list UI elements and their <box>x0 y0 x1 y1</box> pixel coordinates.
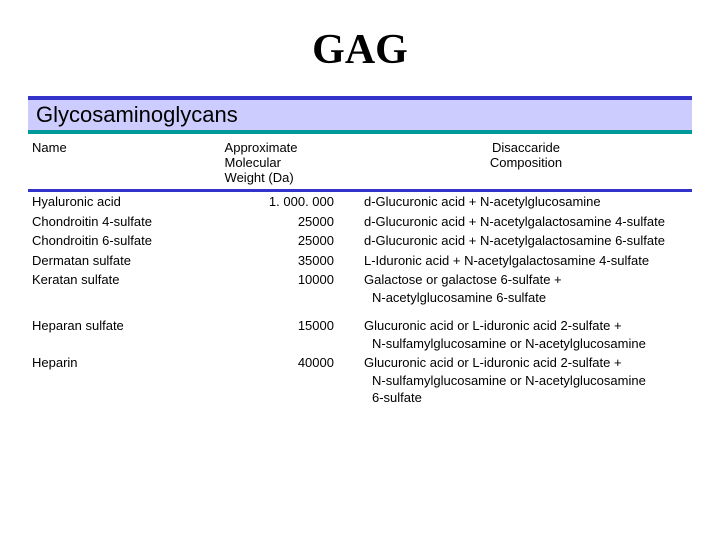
slide-subtitle: Glycosaminoglycans <box>36 102 684 128</box>
table-row: Chondroitin 6-sulfate25000d-Glucuronic a… <box>28 231 692 251</box>
table-row: Chondroitin 4-sulfate25000d-Glucuronic a… <box>28 212 692 232</box>
cell-composition: Galactose or galactose 6-sulfate + N-ace… <box>360 270 692 307</box>
col-header-name-text: Name <box>32 140 67 155</box>
table-row: Heparan sulfate15000Glucuronic acid or L… <box>28 307 692 353</box>
cell-name: Keratan sulfate <box>28 270 221 307</box>
col-header-weight: Approximate Molecular Weight (Da) <box>221 134 360 191</box>
table-body: Hyaluronic acid1. 000. 000d-Glucuronic a… <box>28 191 692 409</box>
cell-composition-line: N-sulfamylglucosamine or N-acetylglucosa… <box>364 335 688 353</box>
cell-composition: d-Glucuronic acid + N-acetylgalactosamin… <box>360 231 692 251</box>
col-header-composition: Disaccaride Composition <box>360 134 692 191</box>
cell-composition: Glucuronic acid or L-iduronic acid 2-sul… <box>360 353 692 408</box>
cell-name: Heparin <box>28 353 221 408</box>
cell-name: Dermatan sulfate <box>28 251 221 271</box>
cell-composition-line: 6-sulfate <box>364 389 688 407</box>
cell-weight: 10000 <box>221 270 360 307</box>
cell-weight: 25000 <box>221 231 360 251</box>
cell-composition: Glucuronic acid or L-iduronic acid 2-sul… <box>360 307 692 353</box>
col-header-weight-l3: Weight (Da) <box>225 170 294 185</box>
cell-name: Chondroitin 4-sulfate <box>28 212 221 232</box>
cell-name: Hyaluronic acid <box>28 191 221 212</box>
col-header-weight-l1: Approximate <box>225 140 298 155</box>
cell-composition: d-Glucuronic acid + N-acetylgalactosamin… <box>360 212 692 232</box>
cell-weight: 40000 <box>221 353 360 408</box>
table-header: Name Approximate Molecular Weight (Da) D… <box>28 134 692 191</box>
cell-composition: d-Glucuronic acid + N-acetylglucosamine <box>360 191 692 212</box>
slide-title: GAG <box>0 0 720 96</box>
col-header-name: Name <box>28 134 221 191</box>
cell-name: Chondroitin 6-sulfate <box>28 231 221 251</box>
table-row: Hyaluronic acid1. 000. 000d-Glucuronic a… <box>28 191 692 212</box>
cell-weight: 15000 <box>221 307 360 353</box>
subtitle-band: Glycosaminoglycans <box>28 96 692 134</box>
cell-weight: 1. 000. 000 <box>221 191 360 212</box>
gag-table: Name Approximate Molecular Weight (Da) D… <box>28 134 692 408</box>
cell-composition: L-Iduronic acid + N-acetylgalactosamine … <box>360 251 692 271</box>
cell-composition-line: N-acetylglucosamine 6-sulfate <box>364 289 688 307</box>
cell-weight: 25000 <box>221 212 360 232</box>
slide: { "title": "GAG", "subtitle": "Glycosami… <box>0 0 720 540</box>
table-row: Dermatan sulfate35000L-Iduronic acid + N… <box>28 251 692 271</box>
table-row: Heparin40000Glucuronic acid or L-iduroni… <box>28 353 692 408</box>
cell-weight: 35000 <box>221 251 360 271</box>
col-header-comp-l2: Composition <box>490 155 562 170</box>
col-header-weight-l2: Molecular <box>225 155 281 170</box>
col-header-comp-l1: Disaccaride <box>492 140 560 155</box>
cell-composition-line: N-sulfamylglucosamine or N-acetylglucosa… <box>364 372 688 390</box>
table-row: Keratan sulfate10000Galactose or galacto… <box>28 270 692 307</box>
cell-name: Heparan sulfate <box>28 307 221 353</box>
